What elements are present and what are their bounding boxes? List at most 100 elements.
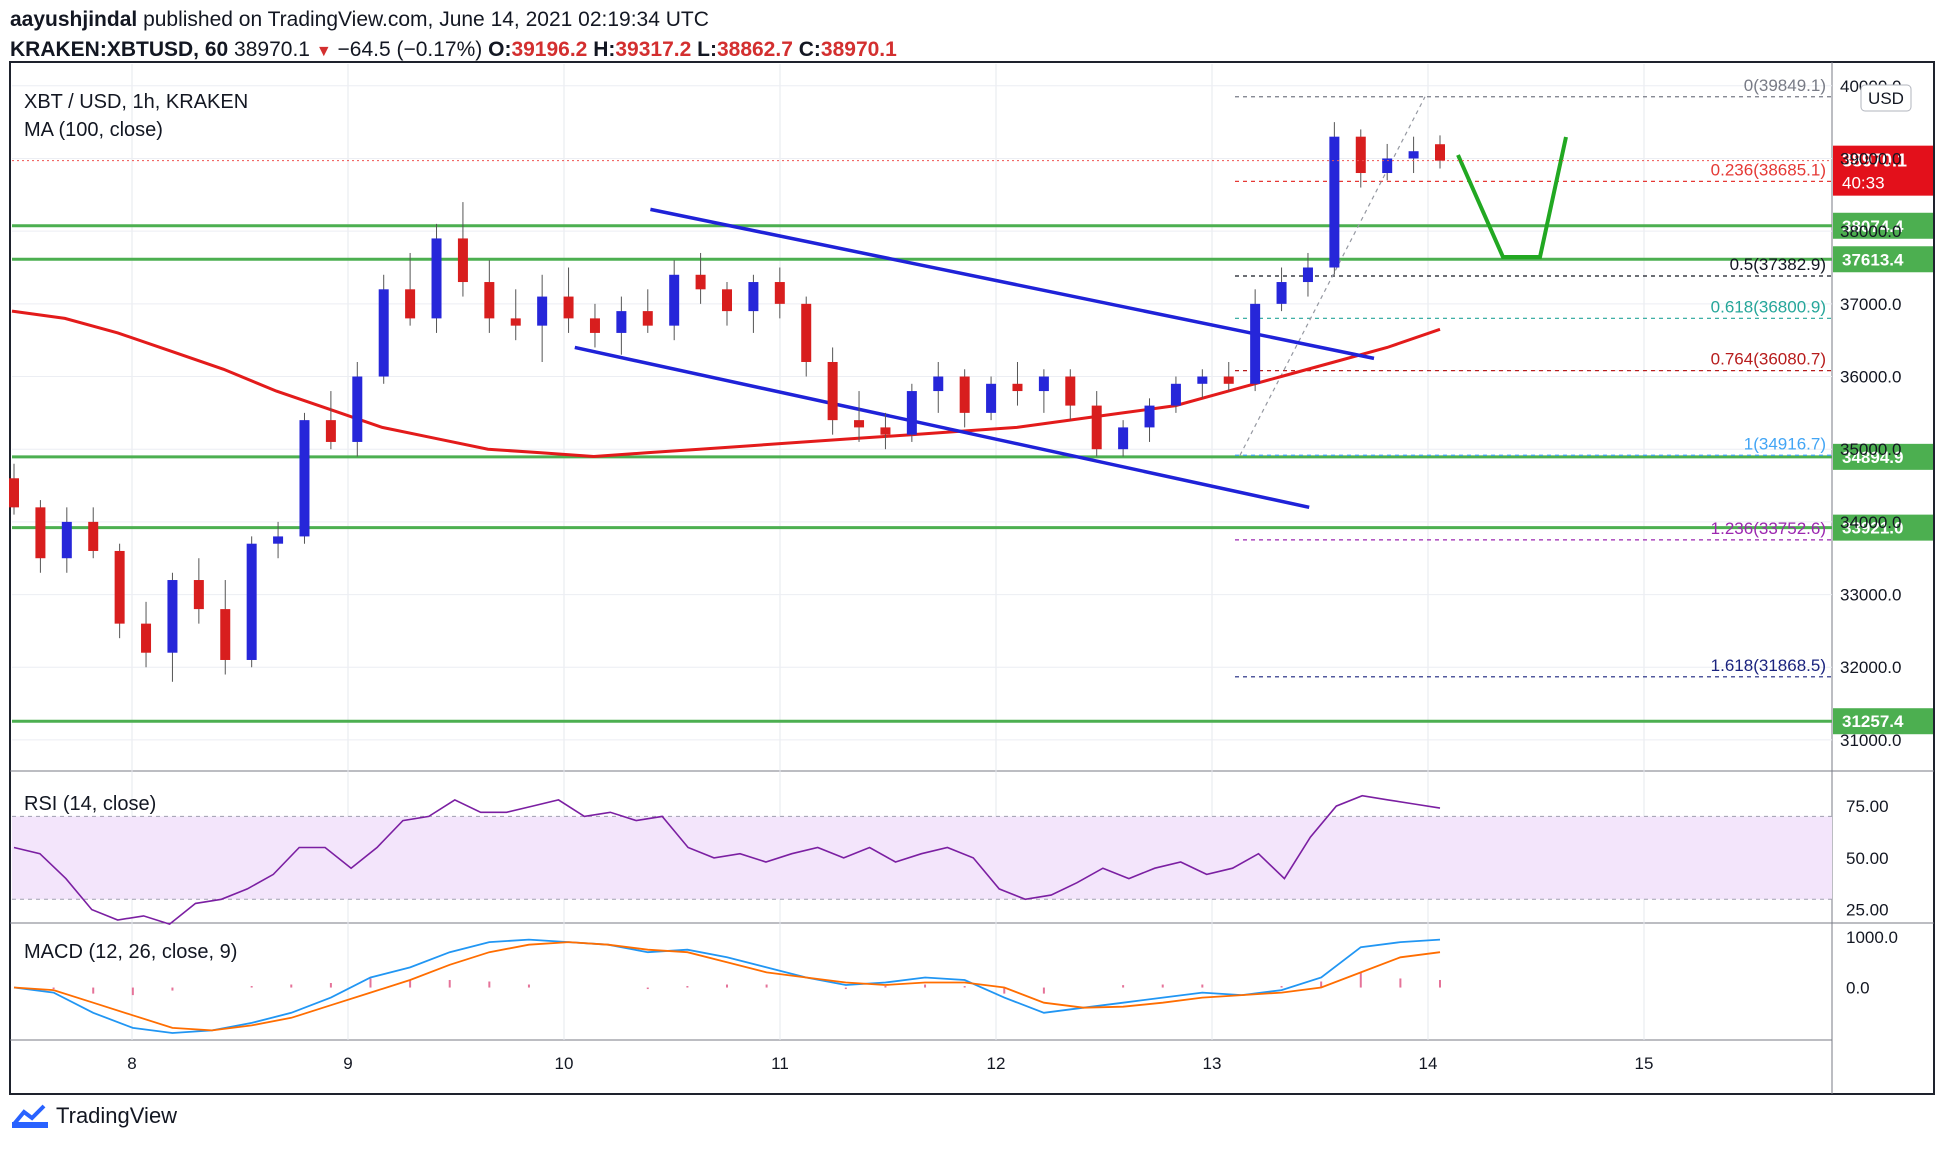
candle-body: [1065, 376, 1076, 406]
projection-arrows[interactable]: 38970.1 40:33: [12, 136, 1933, 259]
macd-tick-label: 1000.0: [1846, 928, 1898, 947]
candle-body: [1329, 136, 1340, 268]
rsi-tick-label: 50.00: [1846, 849, 1889, 868]
candle-body: [1355, 136, 1366, 174]
level-price-label: 38074.4: [1842, 217, 1904, 236]
fib-value: 38685.1: [1759, 160, 1820, 179]
fib-level-label: 0.764(36080.7): [1711, 350, 1826, 369]
candle-body: [1197, 376, 1208, 384]
candle-body: [1091, 405, 1102, 450]
fib-paren-open: (: [1753, 255, 1759, 274]
fib-ratio: 1.618: [1711, 656, 1754, 675]
price-tick-label: 37000.0: [1840, 295, 1901, 314]
candle-body: [748, 282, 759, 312]
fib-paren-open: (: [1753, 297, 1759, 316]
candle-body: [510, 318, 521, 326]
brand-name: TradingView: [56, 1103, 178, 1128]
close-label: C:: [798, 38, 821, 61]
footer[interactable]: TradingView: [12, 1103, 177, 1129]
fib-paren-close: ): [1820, 255, 1826, 274]
currency-badge[interactable]: [1860, 84, 1912, 112]
fib-paren-close: ): [1820, 656, 1826, 675]
currency-label: USD: [1868, 89, 1904, 108]
candle-body: [1435, 144, 1445, 161]
candle-body: [378, 289, 389, 377]
macd-line: [13, 938, 1441, 1034]
time-tick-label: 11: [771, 1054, 789, 1073]
ma100-line: [11, 309, 1441, 459]
fib-ratio: 0.764: [1711, 350, 1754, 369]
fib-trend-line: [1239, 96, 1426, 456]
candle-body: [1223, 376, 1234, 384]
candle-body: [695, 274, 706, 290]
level-price-label: 34894.9: [1842, 448, 1903, 467]
down-arrow-icon: ▼: [315, 43, 332, 60]
candle-body: [1408, 151, 1419, 159]
candles: [9, 122, 1445, 682]
fib-level-label: 0.236(38685.1): [1711, 160, 1826, 179]
time-tick-label: 15: [1635, 1054, 1654, 1073]
level-price-label: 37613.4: [1842, 250, 1904, 269]
macd-pane: 1000.0 0.0: [13, 928, 1898, 1034]
rsi-line: [13, 794, 1441, 925]
fib-level-label: 1(34916.7): [1744, 434, 1826, 453]
macd-signal-line: [13, 941, 1441, 1032]
candle-body: [1382, 158, 1393, 174]
channel-lower-line: [574, 345, 1310, 510]
bar-countdown-label: 40:33: [1842, 174, 1885, 193]
fib-ratio: 0: [1744, 76, 1753, 95]
candle-body: [986, 383, 997, 413]
candle-body: [352, 376, 363, 442]
fib-paren-close: ): [1820, 434, 1826, 453]
fib-value: 37382.9: [1759, 255, 1820, 274]
ma100-path: [11, 309, 1441, 459]
price-tick-label: 38000.0: [1840, 222, 1901, 241]
open-value: 39196.2: [511, 38, 588, 61]
fib-paren-close: ): [1820, 160, 1826, 179]
candle-body: [1038, 376, 1049, 392]
candle-body: [61, 521, 72, 559]
candle-body: [589, 318, 600, 333]
current-price-label: 38970.1: [1842, 151, 1907, 171]
candle-body: [774, 282, 785, 304]
axis-labels: 8 9 10 11 12 13 14 1531000.032000.033000.034000…: [127, 77, 1901, 1073]
symbol-label: KRAKEN:XBTUSD, 60: [10, 38, 229, 61]
candle-body: [299, 420, 310, 537]
candle-body: [801, 303, 812, 362]
fib-level-label: 0.5(37382.9): [1730, 255, 1826, 274]
candle-body: [722, 289, 732, 312]
price-tick-label: 33000.0: [1840, 586, 1901, 605]
fib-ratio: 0.618: [1711, 297, 1754, 316]
fib-ratio: 1: [1744, 434, 1753, 453]
candle-body: [854, 420, 865, 428]
fib-value: 31868.5: [1759, 656, 1820, 675]
publish-line: aayushjindal published on TradingView.co…: [10, 8, 709, 32]
time-tick-label: 12: [987, 1054, 1006, 1073]
fib-paren-open: (: [1753, 519, 1759, 538]
price-tick-label: 36000.0: [1840, 368, 1901, 387]
fib-ratio: 0.236: [1711, 160, 1754, 179]
candle-body: [141, 623, 152, 653]
candle-body: [1118, 427, 1129, 450]
high-label: H:: [593, 38, 616, 61]
candle-body: [827, 361, 838, 421]
price-change: −64.5 (−0.17%): [337, 38, 483, 61]
candle-body: [959, 376, 970, 413]
time-tick-label: 10: [555, 1054, 574, 1073]
fib-retracement[interactable]: 0(39849.1)0.236(38685.1)0.5(37382.9)0.61…: [1235, 76, 1832, 678]
fib-value: 39849.1: [1759, 76, 1820, 95]
ohlc-line: KRAKEN:XBTUSD, 60 38970.1 ▼ −64.5 (−0.17…: [10, 38, 897, 62]
level-price-tag: [1833, 514, 1933, 541]
candle-body: [88, 521, 99, 551]
projection-path: [1456, 136, 1568, 259]
horizontal-levels[interactable]: 38074.4 37613.4 34894.9 33921.0 31257.4: [12, 212, 1933, 735]
author-name[interactable]: aayushjindal: [10, 8, 138, 31]
chart-frame: [9, 61, 1935, 1095]
fib-paren-close: ): [1820, 519, 1826, 538]
fib-value: 36080.7: [1759, 350, 1820, 369]
rsi-tick-label: 25.00: [1846, 901, 1889, 920]
candle-body: [1144, 405, 1155, 428]
candle-body: [1276, 282, 1287, 304]
macd-title: MACD (12, 26, close, 9): [24, 941, 237, 963]
